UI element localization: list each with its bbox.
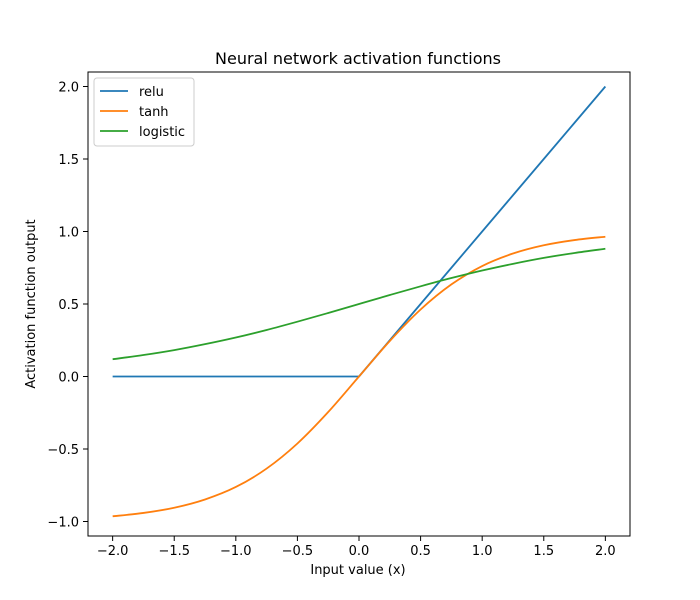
y-tick-label: 2.0 xyxy=(58,81,79,96)
x-axis-ticks: −2.0 −1.5 −1.0 −0.5 0.0 0.5 1.0 1.5 2.0 xyxy=(97,536,616,559)
series-line-logistic xyxy=(112,247,606,361)
x-tick-label: 1.0 xyxy=(472,544,493,559)
x-tick-label: −0.5 xyxy=(282,544,314,559)
x-tick-label: −2.0 xyxy=(97,544,129,559)
series-line-tanh xyxy=(112,235,606,518)
legend-box xyxy=(93,77,195,147)
legend-label-relu: relu xyxy=(139,85,164,100)
x-tick-label: −1.0 xyxy=(220,544,252,559)
y-tick-label: −1.0 xyxy=(47,516,79,531)
x-tick-label: 2.0 xyxy=(595,544,616,559)
y-axis-ticks: −1.0 −0.5 0.0 0.5 1.0 1.5 2.0 xyxy=(47,81,88,531)
y-tick-label: 0.5 xyxy=(58,298,79,313)
y-tick-label: 1.0 xyxy=(58,226,79,241)
series-layer xyxy=(112,85,607,518)
legend: relu tanh logistic xyxy=(93,77,195,147)
x-axis-label: Input value (x) xyxy=(310,563,405,578)
legend-label-tanh: tanh xyxy=(139,105,169,120)
x-tick-label: −1.5 xyxy=(158,544,190,559)
chart-title: Neural network activation functions xyxy=(215,49,501,68)
y-tick-label: −0.5 xyxy=(47,443,79,458)
y-axis-label: Activation function output xyxy=(24,219,39,388)
x-tick-label: 0.0 xyxy=(349,544,370,559)
y-tick-label: 0.0 xyxy=(58,371,79,386)
axes-frame xyxy=(87,71,631,537)
y-tick-label: 1.5 xyxy=(58,153,79,168)
legend-label-logistic: logistic xyxy=(139,125,185,140)
x-tick-label: 1.5 xyxy=(533,544,554,559)
x-tick-label: 0.5 xyxy=(410,544,431,559)
